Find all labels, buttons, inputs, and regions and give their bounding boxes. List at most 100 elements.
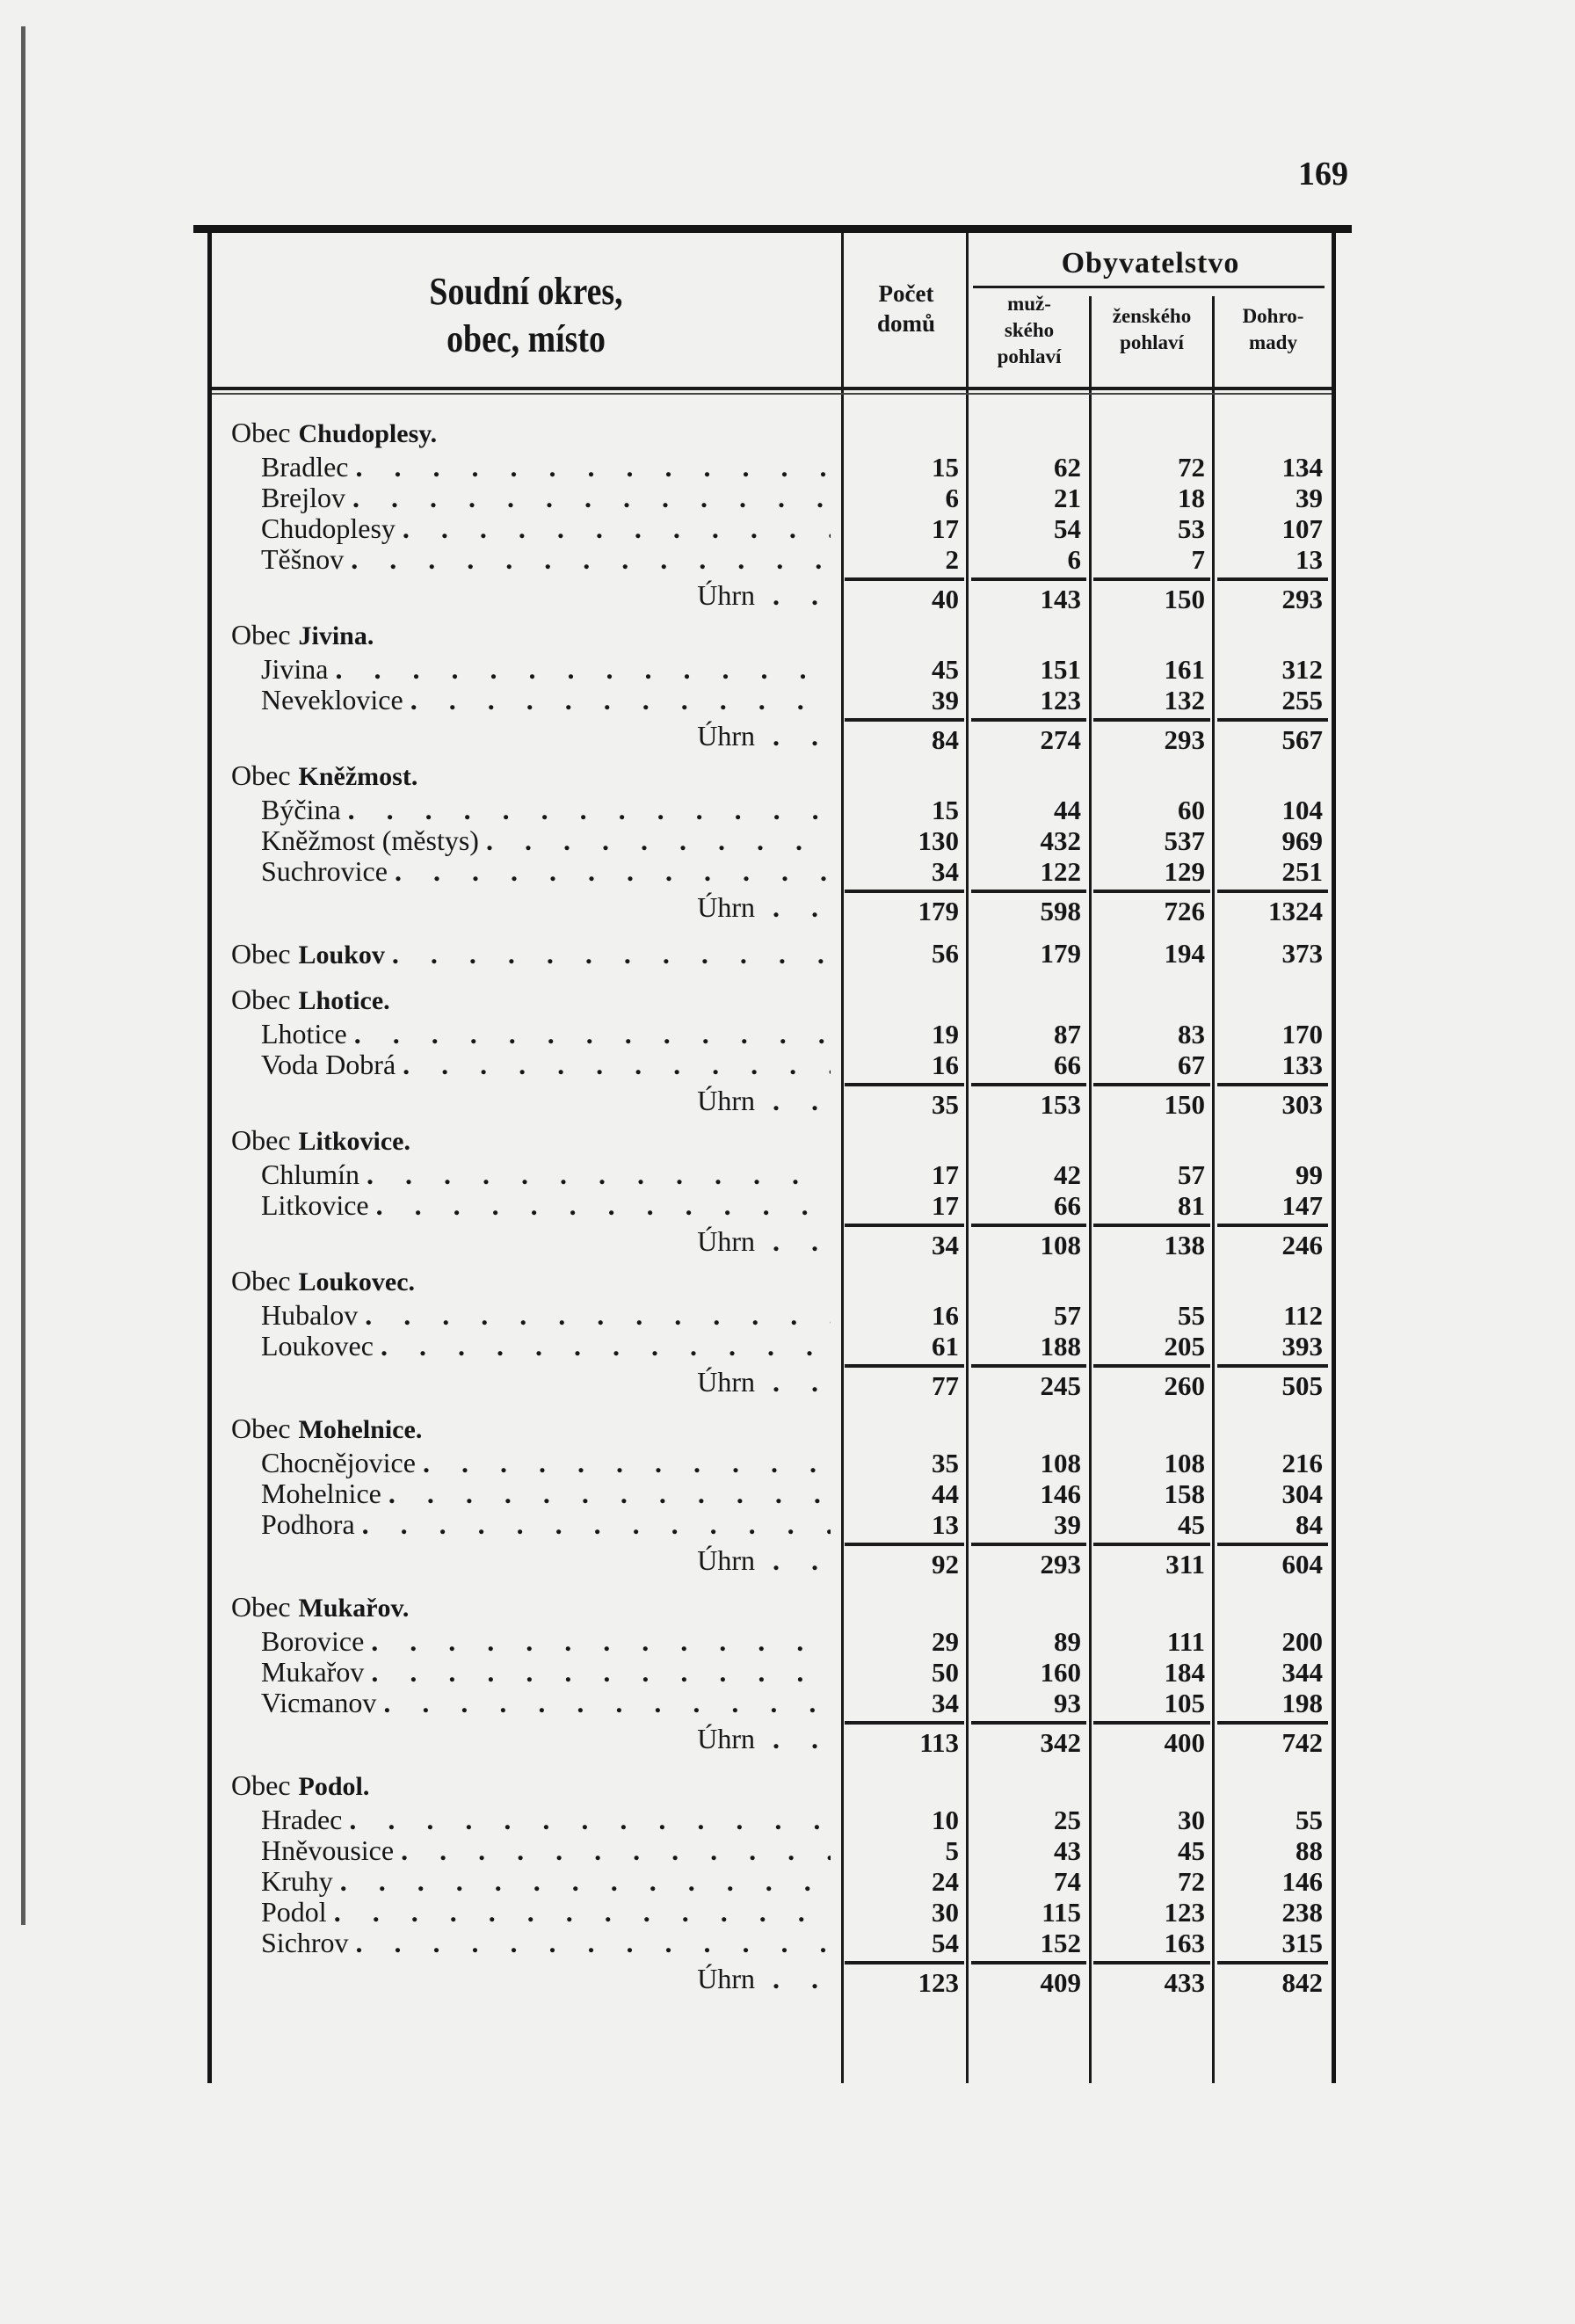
group-prefix: Obec: [231, 1768, 291, 1801]
name-cell: Úhrn . .: [212, 1723, 841, 1755]
place-name: Hněvousice: [261, 1834, 395, 1866]
header-total-column: Dohro- mady: [1215, 303, 1332, 356]
name-cell: Litkovice. . . . . . . . . . . . . . . .…: [212, 1189, 841, 1222]
dot-leader: . . . . . . . . . . . . . . . . . . . . …: [394, 855, 831, 887]
dot-leader: . .: [773, 1365, 831, 1398]
table-row: Hubalov. . . . . . . . . . . . . . . . .…: [212, 1299, 1332, 1331]
cell-celkem: 147: [1281, 1189, 1324, 1221]
place-name: Kruhy: [261, 1865, 333, 1897]
cell-domy: 6: [945, 482, 960, 513]
cell-zen: 400: [1093, 1721, 1210, 1761]
group-prefix: Obec: [231, 983, 291, 1015]
name-cell: Obec Jivina.: [212, 619, 841, 651]
cell-zen: 55: [1178, 1299, 1205, 1331]
name-cell: Obec Chudoplesy.: [212, 417, 841, 449]
group-name: Chudoplesy.: [298, 418, 438, 448]
sum-row: Úhrn . . 123 409 433 842: [212, 1958, 1332, 1999]
cell-celkem: 303: [1217, 1083, 1328, 1123]
header-line: pohlaví: [997, 345, 1062, 367]
cell-celkem: 255: [1281, 684, 1324, 715]
header-line: Dohro-: [1242, 305, 1304, 327]
name-cell: Úhrn . .: [212, 720, 841, 752]
cell-celkem: 170: [1281, 1018, 1324, 1049]
dot-leader: . . . . . . . . . . . . . . . . . . . . …: [353, 1018, 831, 1049]
group-name: Lhotice.: [298, 985, 390, 1015]
group-prefix: Obec: [231, 937, 291, 970]
cell-domy: 84: [845, 718, 964, 759]
cell-zen: 158: [1164, 1478, 1206, 1509]
name-cell: Úhrn . .: [212, 579, 841, 612]
cell-muz: 108: [971, 1224, 1086, 1264]
cell-muz: 152: [1040, 1927, 1082, 1958]
place-name: Sichrov: [261, 1927, 349, 1958]
population-table: Soudní okres, obec, místo Počet domů Oby…: [207, 233, 1336, 2083]
cell-muz: 66: [1054, 1189, 1081, 1221]
sum-row: Úhrn . . 35 153 150 303: [212, 1080, 1332, 1121]
sum-label: Úhrn: [697, 890, 755, 923]
dot-leader: . . . . . . . . . . . . . . . . . . . . …: [333, 1896, 831, 1928]
cell-muz: 160: [1040, 1656, 1082, 1688]
cell-muz: 6: [1067, 543, 1082, 575]
place-name: Neveklovice: [261, 684, 403, 715]
table-row: Vicmanov. . . . . . . . . . . . . . . . …: [212, 1687, 1332, 1718]
cell-zen: 60: [1178, 794, 1205, 825]
cell-muz: 89: [1054, 1625, 1081, 1657]
name-cell: Obec Mukařov.: [212, 1591, 841, 1623]
name-cell: Lhotice. . . . . . . . . . . . . . . . .…: [212, 1018, 841, 1050]
header-line: ženského: [1112, 305, 1192, 327]
cell-celkem: 505: [1217, 1364, 1328, 1405]
dot-leader: . .: [773, 1224, 831, 1257]
place-name: Chocnějovice: [261, 1447, 416, 1478]
header-female-column: ženského pohlaví: [1092, 303, 1212, 356]
column-divider: [841, 233, 844, 2083]
place-name: Voda Dobrá: [261, 1049, 396, 1080]
header-name-column: Soudní okres, obec, místo: [256, 268, 796, 363]
header-population-group: Obyvatelstvo: [1061, 247, 1240, 280]
cell-zen: 57: [1178, 1158, 1205, 1190]
dot-leader: . . . . . . . . . . . . . . . . . . . . …: [375, 1189, 831, 1221]
name-cell: Býčina. . . . . . . . . . . . . . . . . …: [212, 794, 841, 826]
group-heading: Obec Loukovec.: [212, 1261, 1332, 1300]
cell-muz: 87: [1054, 1018, 1081, 1049]
table-row: Jivina. . . . . . . . . . . . . . . . . …: [212, 653, 1332, 685]
name-cell: Mohelnice. . . . . . . . . . . . . . . .…: [212, 1478, 841, 1510]
cell-domy: 77: [845, 1364, 964, 1405]
group-name: Loukov: [298, 940, 385, 970]
cell-zen: 81: [1178, 1189, 1205, 1221]
cell-domy: 40: [845, 577, 964, 618]
cell-muz: 409: [971, 1961, 1086, 2001]
group-heading: Obec Lhotice.: [212, 980, 1332, 1019]
table-row: Kněžmost (městys). . . . . . . . . . . .…: [212, 824, 1332, 856]
dot-leader: . .: [773, 1084, 831, 1116]
place-name: Chlumín: [261, 1158, 360, 1190]
cell-zen: 260: [1093, 1364, 1210, 1405]
cell-muz: 25: [1054, 1804, 1081, 1835]
cell-domy: 50: [932, 1656, 959, 1688]
place-name: Podhora: [261, 1508, 355, 1540]
cell-muz: 188: [1040, 1330, 1082, 1362]
cell-celkem: 133: [1281, 1049, 1324, 1080]
cell-celkem: 104: [1281, 794, 1324, 825]
table-row: Podol. . . . . . . . . . . . . . . . . .…: [212, 1896, 1332, 1928]
place-name: Brejlov: [261, 482, 345, 513]
column-divider: [966, 233, 969, 2083]
cell-domy: 45: [932, 653, 959, 685]
place-name: Bradlec: [261, 451, 349, 483]
cell-celkem: 146: [1281, 1865, 1324, 1897]
cell-zen: 132: [1164, 684, 1206, 715]
sum-label: Úhrn: [697, 1962, 755, 1994]
cell-zen: 45: [1178, 1508, 1205, 1540]
dot-leader: . . . . . . . . . . . . . . . . . . . . …: [422, 1447, 831, 1478]
cell-domy: 16: [932, 1049, 959, 1080]
cell-domy: 44: [932, 1478, 959, 1509]
cell-zen: 105: [1164, 1687, 1206, 1718]
cell-muz: 44: [1054, 794, 1081, 825]
place-name: Chudoplesy: [261, 512, 396, 544]
cell-domy: 15: [932, 451, 959, 483]
cell-celkem: 198: [1281, 1687, 1324, 1718]
sum-row: Úhrn . . 92 293 311 604: [212, 1540, 1332, 1580]
cell-celkem: 13: [1296, 543, 1323, 575]
cell-muz: 146: [1040, 1478, 1082, 1509]
name-cell: Hněvousice. . . . . . . . . . . . . . . …: [212, 1834, 841, 1867]
binding-edge: [21, 26, 25, 1925]
